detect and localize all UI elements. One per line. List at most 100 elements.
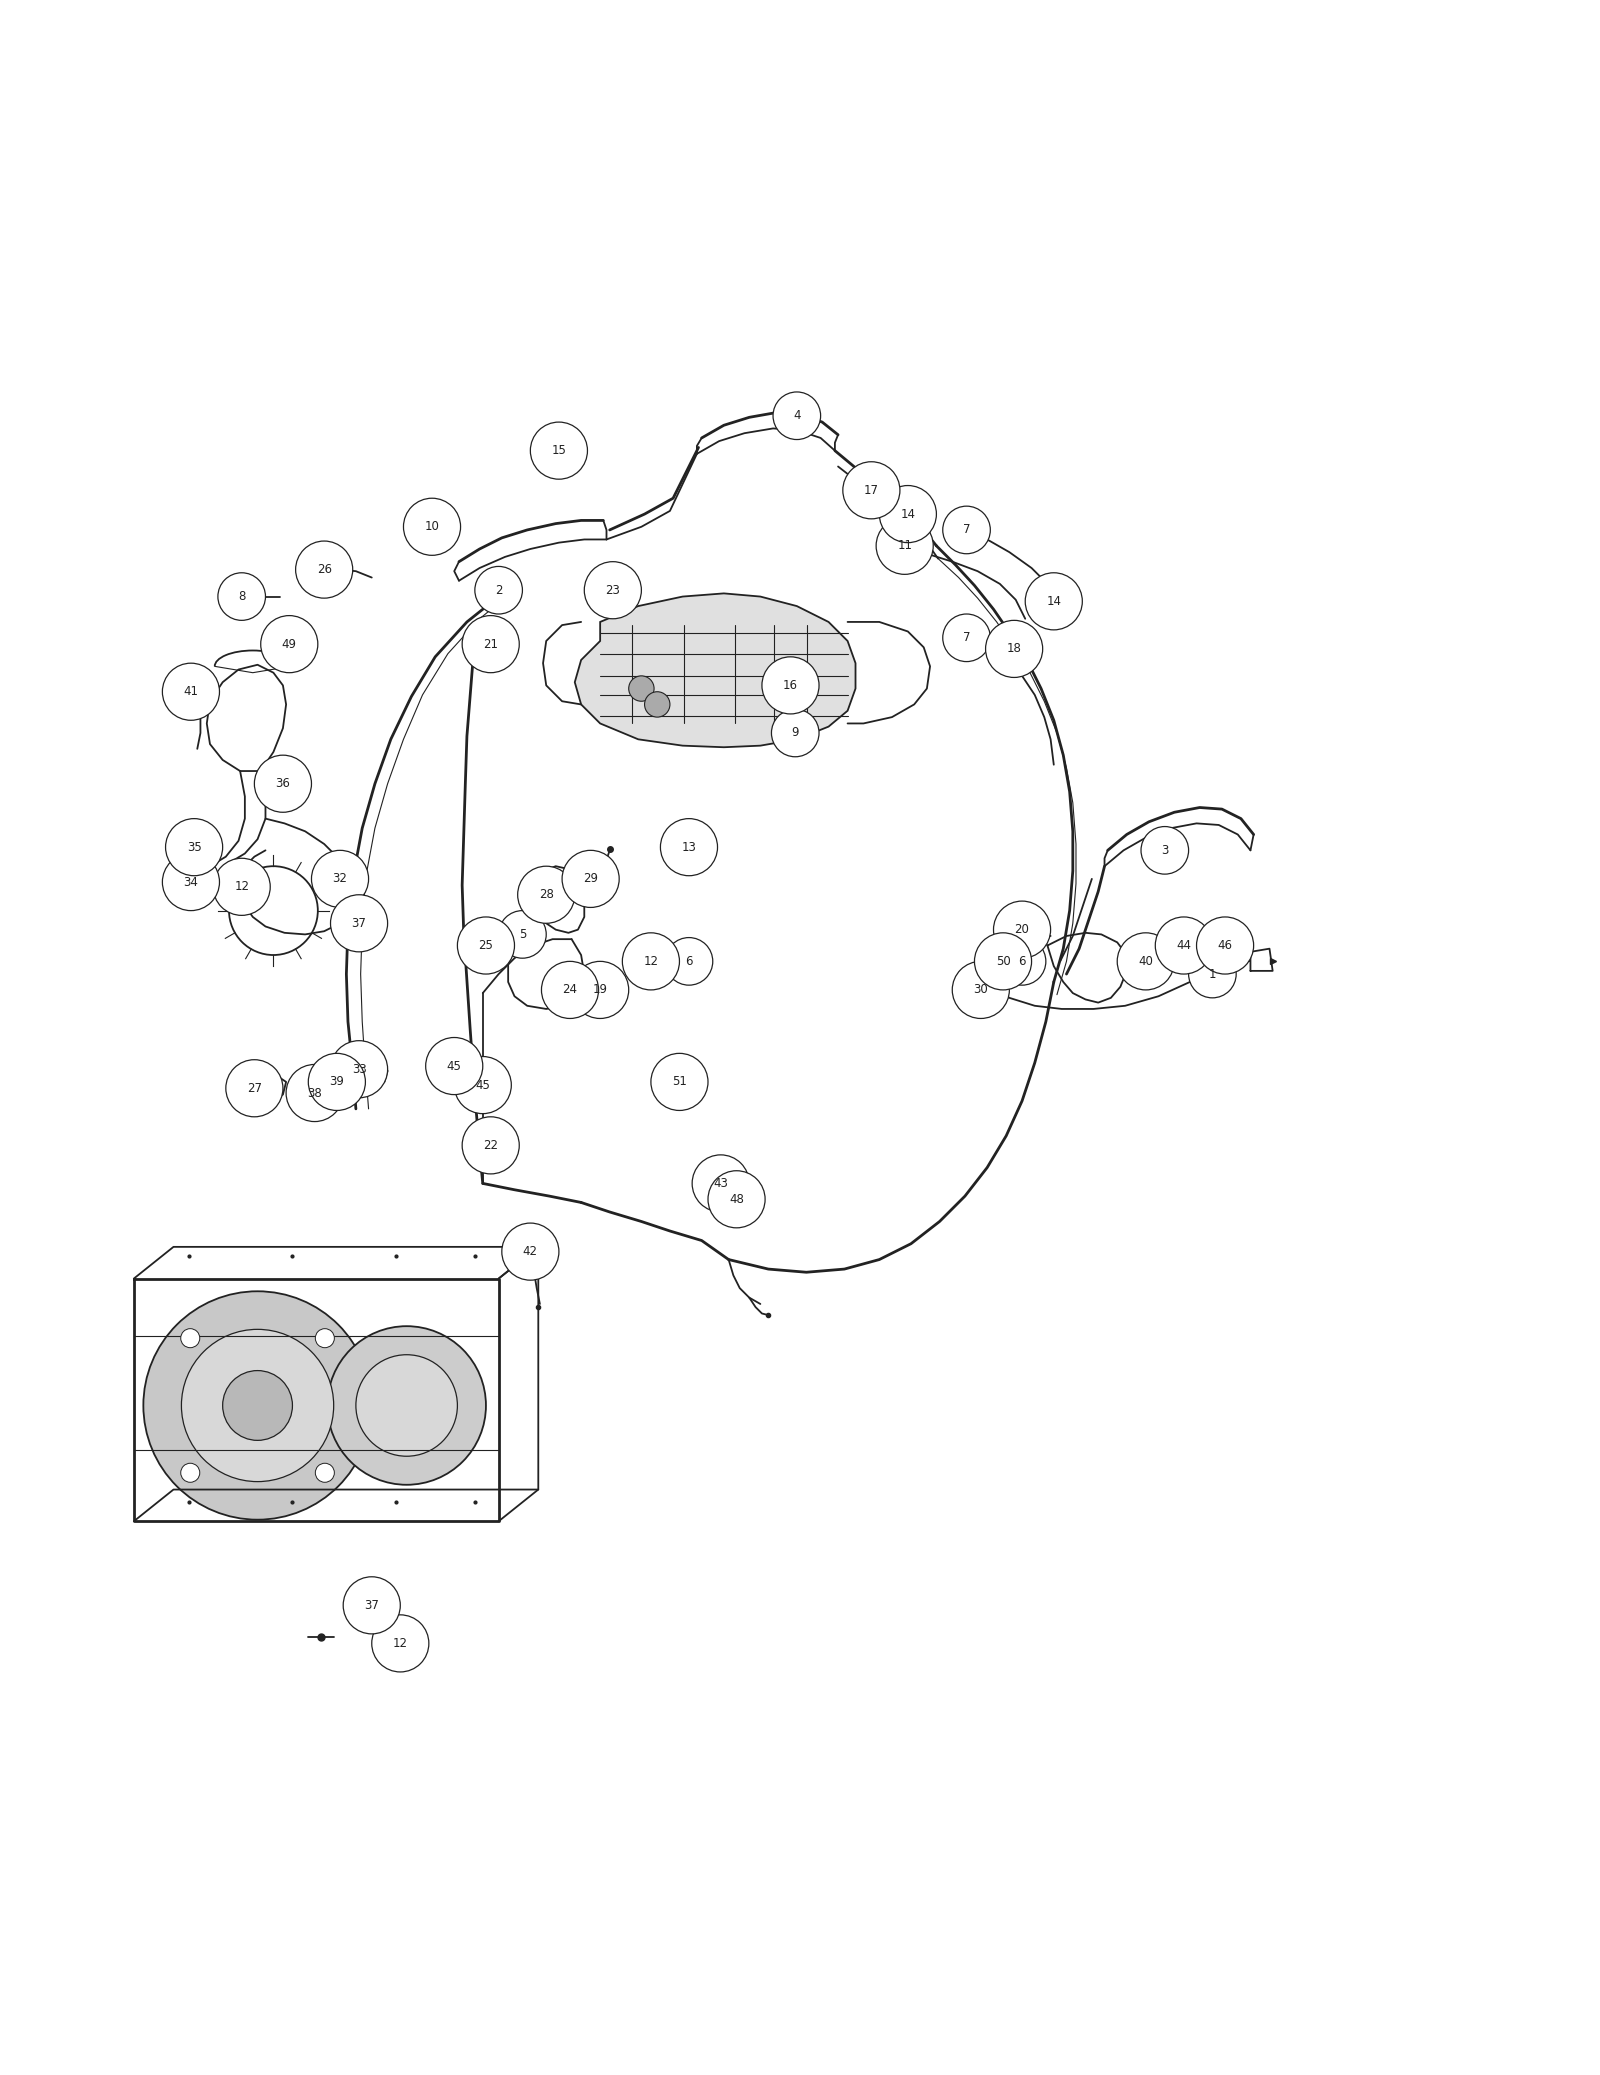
Circle shape bbox=[315, 1328, 334, 1347]
Circle shape bbox=[181, 1330, 334, 1482]
Circle shape bbox=[843, 463, 899, 519]
Text: 4: 4 bbox=[794, 409, 800, 421]
Circle shape bbox=[530, 421, 587, 479]
Circle shape bbox=[213, 859, 270, 915]
Text: 24: 24 bbox=[563, 984, 578, 996]
Polygon shape bbox=[574, 593, 856, 747]
Circle shape bbox=[309, 1054, 365, 1110]
Text: 14: 14 bbox=[901, 508, 915, 521]
Circle shape bbox=[693, 1156, 749, 1212]
Text: 12: 12 bbox=[643, 954, 659, 967]
Text: 19: 19 bbox=[592, 984, 608, 996]
Circle shape bbox=[1189, 950, 1237, 998]
Circle shape bbox=[998, 938, 1046, 986]
Circle shape bbox=[1141, 826, 1189, 874]
Text: 26: 26 bbox=[317, 562, 331, 577]
Circle shape bbox=[296, 542, 352, 598]
Circle shape bbox=[475, 566, 523, 614]
Circle shape bbox=[768, 664, 813, 708]
Circle shape bbox=[773, 392, 821, 440]
Text: 38: 38 bbox=[307, 1087, 322, 1100]
Circle shape bbox=[226, 1060, 283, 1116]
Text: 10: 10 bbox=[424, 521, 440, 533]
Circle shape bbox=[994, 901, 1051, 959]
Circle shape bbox=[499, 911, 546, 959]
Text: 49: 49 bbox=[282, 637, 296, 652]
Circle shape bbox=[541, 961, 598, 1019]
Circle shape bbox=[403, 498, 461, 556]
Circle shape bbox=[546, 892, 565, 913]
Text: 7: 7 bbox=[963, 523, 970, 537]
Circle shape bbox=[974, 934, 1032, 990]
Circle shape bbox=[286, 1064, 344, 1123]
Circle shape bbox=[942, 614, 990, 662]
Text: 17: 17 bbox=[864, 483, 878, 496]
Text: 51: 51 bbox=[672, 1075, 686, 1089]
Circle shape bbox=[462, 1116, 520, 1174]
Text: 43: 43 bbox=[714, 1177, 728, 1189]
Circle shape bbox=[1155, 917, 1213, 973]
Text: 14: 14 bbox=[1046, 596, 1061, 608]
Circle shape bbox=[454, 1056, 512, 1114]
Text: 41: 41 bbox=[184, 685, 198, 697]
Circle shape bbox=[312, 851, 368, 907]
Text: 18: 18 bbox=[1006, 643, 1021, 656]
Text: 12: 12 bbox=[394, 1637, 408, 1650]
Circle shape bbox=[254, 755, 312, 811]
Circle shape bbox=[222, 1372, 293, 1440]
Circle shape bbox=[661, 820, 717, 876]
Text: 45: 45 bbox=[446, 1060, 462, 1073]
Text: 46: 46 bbox=[1218, 940, 1232, 952]
Circle shape bbox=[462, 616, 520, 672]
Circle shape bbox=[162, 664, 219, 720]
Text: 2: 2 bbox=[494, 583, 502, 598]
Circle shape bbox=[426, 1038, 483, 1096]
Circle shape bbox=[629, 676, 654, 701]
Text: 1: 1 bbox=[1208, 967, 1216, 981]
Circle shape bbox=[165, 820, 222, 876]
Circle shape bbox=[771, 710, 819, 757]
Circle shape bbox=[518, 865, 574, 923]
Text: 50: 50 bbox=[995, 954, 1010, 967]
Circle shape bbox=[584, 562, 642, 618]
Text: 13: 13 bbox=[682, 840, 696, 853]
Circle shape bbox=[651, 1054, 709, 1110]
Circle shape bbox=[371, 1614, 429, 1672]
Circle shape bbox=[942, 506, 990, 554]
Text: 44: 44 bbox=[1176, 940, 1192, 952]
Text: 37: 37 bbox=[365, 1600, 379, 1612]
Text: 40: 40 bbox=[1138, 954, 1154, 967]
Circle shape bbox=[162, 853, 219, 911]
Circle shape bbox=[622, 934, 680, 990]
Text: 32: 32 bbox=[333, 872, 347, 886]
Circle shape bbox=[315, 1463, 334, 1482]
Text: 48: 48 bbox=[730, 1193, 744, 1206]
Text: 34: 34 bbox=[184, 876, 198, 888]
Circle shape bbox=[986, 620, 1043, 676]
Text: 9: 9 bbox=[792, 726, 798, 739]
Circle shape bbox=[562, 851, 619, 907]
Circle shape bbox=[261, 616, 318, 672]
Text: 7: 7 bbox=[963, 631, 970, 645]
Text: 16: 16 bbox=[782, 679, 798, 691]
Circle shape bbox=[877, 517, 933, 575]
Text: 21: 21 bbox=[483, 637, 498, 652]
Circle shape bbox=[144, 1291, 371, 1519]
Circle shape bbox=[952, 961, 1010, 1019]
Text: 30: 30 bbox=[973, 984, 989, 996]
Circle shape bbox=[1026, 573, 1082, 631]
Text: 37: 37 bbox=[352, 917, 366, 930]
Text: 36: 36 bbox=[275, 778, 290, 791]
Circle shape bbox=[331, 1042, 387, 1098]
Text: 12: 12 bbox=[234, 880, 250, 894]
Text: 6: 6 bbox=[1018, 954, 1026, 967]
Circle shape bbox=[181, 1463, 200, 1482]
Text: 39: 39 bbox=[330, 1075, 344, 1089]
Circle shape bbox=[355, 1355, 458, 1457]
Text: 11: 11 bbox=[898, 540, 912, 552]
Text: 22: 22 bbox=[483, 1139, 498, 1152]
Circle shape bbox=[709, 1170, 765, 1228]
Circle shape bbox=[342, 1577, 400, 1633]
Circle shape bbox=[181, 1328, 200, 1347]
Text: 6: 6 bbox=[685, 954, 693, 967]
